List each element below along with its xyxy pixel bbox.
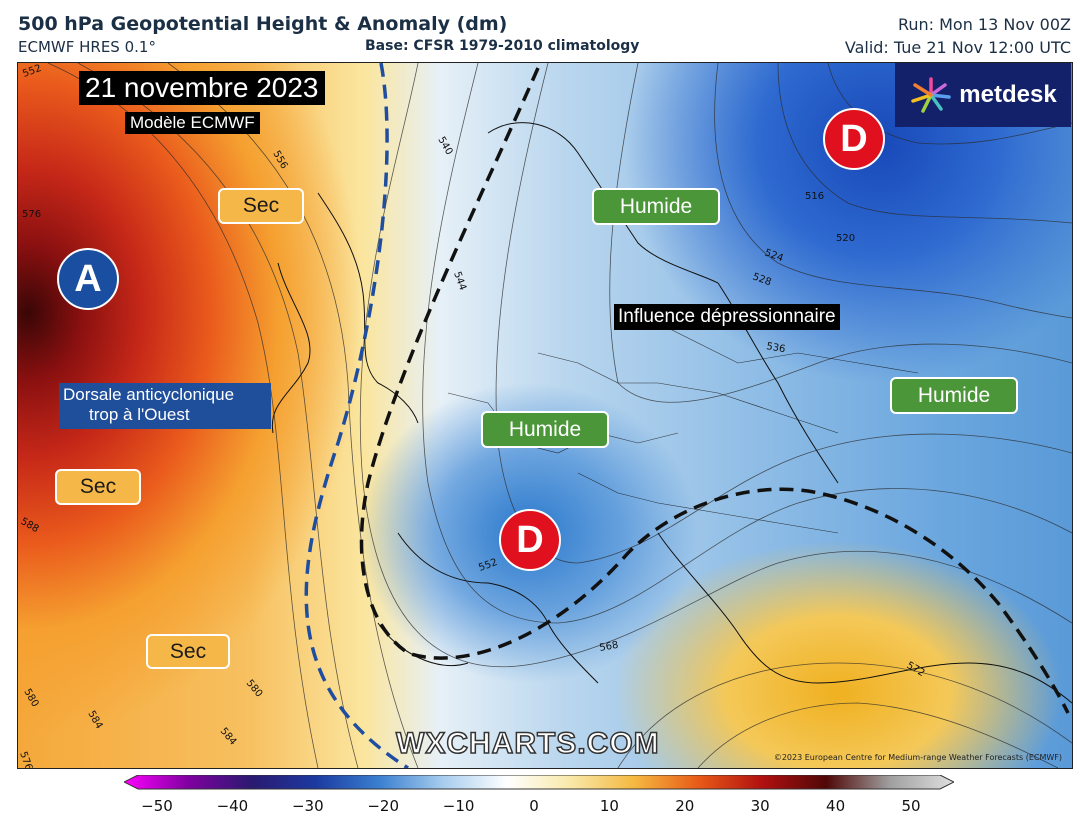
colorbar-tick: −30 <box>291 797 324 815</box>
trough-axis-line <box>359 67 1070 714</box>
colorbar-tick: −40 <box>216 797 249 815</box>
colorbar-tick: −20 <box>367 797 400 815</box>
contour-label: 552 <box>477 557 499 574</box>
contour-label: 524 <box>763 247 785 264</box>
map-panel: 552 556 576 540 544 516 520 524 528 536 … <box>17 62 1073 769</box>
date-label: 21 novembre 2023 <box>79 71 325 105</box>
ridge-annotation-line2: trop à l'Ouest <box>89 405 190 424</box>
contour-label: 516 <box>805 191 824 202</box>
contour-label: 580 <box>244 678 265 700</box>
colorbar-tick: 0 <box>529 797 539 815</box>
map-overlay: 552 556 576 540 544 516 520 524 528 536 … <box>18 63 1072 768</box>
run-time: Run: Mon 13 Nov 00Z <box>897 15 1071 34</box>
contour-label: 552 <box>21 63 43 80</box>
contour-label: 584 <box>85 709 104 731</box>
colorbar-bar <box>124 775 954 790</box>
wet-label-west: Humide <box>481 411 609 448</box>
contour-label: 540 <box>435 135 454 157</box>
wxcharts-watermark: WXCHARTS.COM <box>395 726 660 761</box>
ridge-annotation-line1: Dorsale anticyclonique <box>63 385 235 404</box>
contour-label: 576 <box>18 750 34 768</box>
contour-label: 568 <box>599 640 620 654</box>
contour-label: 588 <box>19 516 41 535</box>
colorbar-tick: −50 <box>141 797 173 815</box>
metdesk-logo-text: metdesk <box>959 81 1057 108</box>
colorbar-tick: 50 <box>901 797 921 815</box>
contour-label: 556 <box>270 149 289 171</box>
colorbar-tick: 40 <box>826 797 846 815</box>
anomaly-colorbar: −50 −40 −30 −20 −10 0 10 20 30 40 50 <box>124 775 954 825</box>
country-borders <box>447 322 919 534</box>
model-label: Modèle ECMWF <box>125 112 260 134</box>
contour-label: 580 <box>21 687 40 709</box>
contour-label: 544 <box>451 270 468 292</box>
ridge-axis-line <box>304 63 409 768</box>
valid-time: Valid: Tue 21 Nov 12:00 UTC <box>844 38 1071 57</box>
dry-label-south: Sec <box>146 634 230 669</box>
ridge-annotation: Dorsale anticyclonique trop à l'Ouest <box>59 383 271 429</box>
ecmwf-copyright: ©2023 European Centre for Medium-range W… <box>773 753 1062 762</box>
contour-label: 520 <box>836 233 855 244</box>
contour-label: 528 <box>751 271 773 288</box>
wet-label-north: Humide <box>592 188 720 225</box>
model-subtitle: ECMWF HRES 0.1° <box>18 38 156 56</box>
colorbar-tick: 30 <box>750 797 770 815</box>
metdesk-logo: metdesk <box>895 63 1071 127</box>
contour-label: 576 <box>22 209 41 220</box>
chart-title: 500 hPa Geopotential Height & Anomaly (d… <box>18 13 508 35</box>
dry-label-west: Sec <box>55 469 141 505</box>
low-pressure-marker-north: D <box>823 108 885 170</box>
colorbar-gradient <box>124 775 954 790</box>
colorbar-tick: 10 <box>599 797 619 815</box>
trough-influence-label: Influence dépressionnaire <box>614 304 840 330</box>
colorbar-tick: −10 <box>442 797 475 815</box>
colorbar-tick: 20 <box>675 797 695 815</box>
wet-label-east: Humide <box>890 377 1018 414</box>
contour-label: 584 <box>218 726 239 748</box>
contour-label: 536 <box>765 341 786 355</box>
contour-label: 572 <box>905 660 927 679</box>
climatology-base: Base: CFSR 1979-2010 climatology <box>365 38 640 54</box>
metdesk-logo-icon <box>911 77 952 113</box>
dry-label-north: Sec <box>218 188 304 224</box>
low-pressure-marker-south: D <box>499 509 561 571</box>
high-pressure-marker: A <box>57 248 119 310</box>
